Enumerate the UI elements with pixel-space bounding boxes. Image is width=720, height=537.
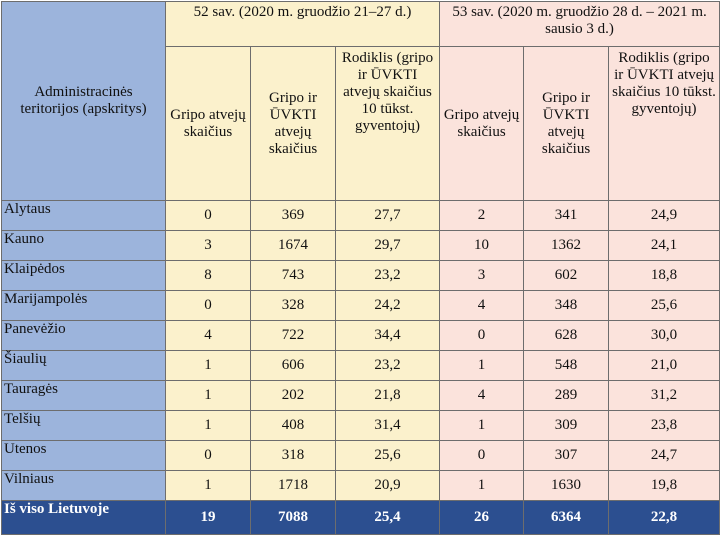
total-w53-ari-cell: 6364 (523, 500, 610, 535)
w53-ari-cell: 289 (523, 380, 610, 411)
w53-flu-cell: 3 (439, 260, 525, 291)
w53-rate-cell: 24,1 (608, 230, 720, 261)
w53-flu-ari-header: Gripo ir ŪVKTI atvejų skaičius (523, 46, 610, 201)
total-w53-flu-cell: 26 (439, 500, 525, 535)
w53-flu-cell: 10 (439, 230, 525, 261)
w52-ari-cell: 369 (250, 200, 336, 231)
w53-rate-cell: 25,6 (608, 290, 720, 321)
w52-rate-cell: 25,6 (334, 440, 441, 471)
region-cell: Panevėžio (1, 320, 166, 351)
w53-ari-cell: 309 (523, 410, 610, 441)
w52-rate-cell: 23,2 (334, 350, 441, 381)
w53-rate-cell: 24,7 (608, 440, 720, 471)
w52-flu-ari-header: Gripo ir ŪVKTI atvejų skaičius (250, 46, 336, 201)
total-row: Iš viso Lietuvoje 19 7088 25,4 26 6364 2… (1, 500, 720, 535)
w52-flu-cell: 0 (165, 290, 251, 321)
w53-ari-cell: 348 (523, 290, 610, 321)
table-row: Utenos 0 318 25,6 0 307 24,7 (1, 440, 720, 471)
w52-flu-cell: 1 (165, 380, 251, 411)
w52-flu-header: Gripo atvejų skaičius (165, 46, 251, 201)
w52-flu-cell: 1 (165, 410, 251, 441)
total-w52-ari-cell: 7088 (250, 500, 336, 535)
table-row: Klaipėdos 8 743 23,2 3 602 18,8 (1, 260, 720, 291)
w52-ari-cell: 318 (250, 440, 336, 471)
w52-ari-cell: 1718 (250, 470, 336, 501)
table-row: Kauno 3 1674 29,7 10 1362 24,1 (1, 230, 720, 261)
w53-rate-cell: 24,9 (608, 200, 720, 231)
total-w52-flu-cell: 19 (165, 500, 251, 535)
region-cell: Marijampolės (1, 290, 166, 321)
table-row: Telšių 1 408 31,4 1 309 23,8 (1, 410, 720, 441)
w52-flu-cell: 4 (165, 320, 251, 351)
region-cell: Utenos (1, 440, 166, 471)
w53-flu-cell: 2 (439, 200, 525, 231)
w52-ari-cell: 606 (250, 350, 336, 381)
w53-flu-cell: 0 (439, 320, 525, 351)
region-cell: Šiaulių (1, 350, 166, 381)
region-column-header: Administracinės teritorijos (apskritys) (1, 1, 166, 201)
region-cell: Klaipėdos (1, 260, 166, 291)
w53-rate-cell: 21,0 (608, 350, 720, 381)
w52-rate-cell: 27,7 (334, 200, 441, 231)
w53-ari-cell: 341 (523, 200, 610, 231)
w52-flu-cell: 3 (165, 230, 251, 261)
w52-ari-cell: 328 (250, 290, 336, 321)
w52-flu-cell: 1 (165, 350, 251, 381)
table-row: Panevėžio 4 722 34,4 0 628 30,0 (1, 320, 720, 351)
w52-rate-cell: 29,7 (334, 230, 441, 261)
w53-ari-cell: 628 (523, 320, 610, 351)
w52-ari-cell: 1674 (250, 230, 336, 261)
region-cell: Telšių (1, 410, 166, 441)
table-row: Marijampolės 0 328 24,2 4 348 25,6 (1, 290, 720, 321)
table-row: Vilniaus 1 1718 20,9 1 1630 19,8 (1, 470, 720, 501)
w52-rate-cell: 31,4 (334, 410, 441, 441)
total-w52-rate-cell: 25,4 (334, 500, 441, 535)
w52-rate-header: Rodiklis (gripo ir ŪVKTI atvejų skaičius… (334, 46, 441, 201)
w53-flu-cell: 1 (439, 470, 525, 501)
w52-ari-cell: 743 (250, 260, 336, 291)
w53-flu-cell: 1 (439, 410, 525, 441)
table-row: Tauragės 1 202 21,8 4 289 31,2 (1, 380, 720, 411)
table-row: Alytaus 0 369 27,7 2 341 24,9 (1, 200, 720, 231)
w53-rate-header: Rodiklis (gripo ir ŪVKTI atvejų skaičius… (608, 46, 720, 201)
w52-flu-cell: 8 (165, 260, 251, 291)
w53-ari-cell: 1362 (523, 230, 610, 261)
w53-rate-cell: 30,0 (608, 320, 720, 351)
w53-flu-cell: 4 (439, 290, 525, 321)
w53-flu-cell: 0 (439, 440, 525, 471)
region-cell: Alytaus (1, 200, 166, 231)
w53-ari-cell: 1630 (523, 470, 610, 501)
table-row: Šiaulių 1 606 23,2 1 548 21,0 (1, 350, 720, 381)
w52-ari-cell: 202 (250, 380, 336, 411)
w52-flu-cell: 0 (165, 200, 251, 231)
w53-ari-cell: 602 (523, 260, 610, 291)
w53-rate-cell: 19,8 (608, 470, 720, 501)
w52-rate-cell: 23,2 (334, 260, 441, 291)
region-cell: Tauragės (1, 380, 166, 411)
week53-header: 53 sav. (2020 m. gruodžio 28 d. – 2021 m… (439, 1, 720, 47)
w52-rate-cell: 20,9 (334, 470, 441, 501)
total-label-cell: Iš viso Lietuvoje (1, 500, 166, 535)
region-cell: Kauno (1, 230, 166, 261)
w52-rate-cell: 21,8 (334, 380, 441, 411)
w53-rate-cell: 18,8 (608, 260, 720, 291)
w52-ari-cell: 722 (250, 320, 336, 351)
w53-rate-cell: 31,2 (608, 380, 720, 411)
region-cell: Vilniaus (1, 470, 166, 501)
w53-ari-cell: 548 (523, 350, 610, 381)
w52-flu-cell: 0 (165, 440, 251, 471)
w52-rate-cell: 24,2 (334, 290, 441, 321)
week52-header: 52 sav. (2020 m. gruodžio 21–27 d.) (164, 1, 441, 47)
w52-flu-cell: 1 (165, 470, 251, 501)
w53-ari-cell: 307 (523, 440, 610, 471)
w52-ari-cell: 408 (250, 410, 336, 441)
w53-rate-cell: 23,8 (608, 410, 720, 441)
w53-flu-cell: 4 (439, 380, 525, 411)
w53-flu-header: Gripo atvejų skaičius (439, 46, 525, 201)
w52-rate-cell: 34,4 (334, 320, 441, 351)
total-w53-rate-cell: 22,8 (608, 500, 720, 535)
w53-flu-cell: 1 (439, 350, 525, 381)
